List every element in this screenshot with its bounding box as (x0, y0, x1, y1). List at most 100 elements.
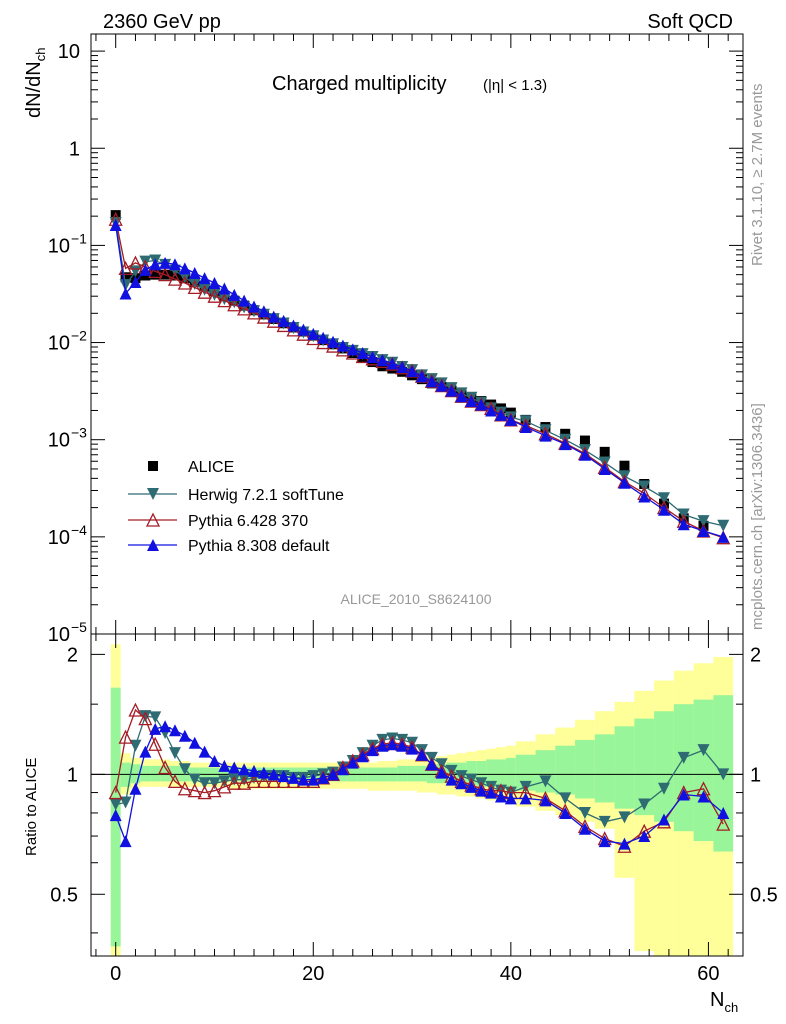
data-point (297, 323, 310, 336)
ratio-point (177, 781, 192, 796)
ratio-point (559, 806, 572, 819)
data-point (238, 294, 251, 307)
ratio-point (128, 702, 143, 717)
data-point (149, 258, 162, 271)
data-point (578, 448, 591, 461)
data-point (415, 370, 428, 383)
data-point (406, 364, 419, 377)
data-point (129, 276, 142, 289)
legend-marker (147, 488, 159, 500)
data-point (237, 301, 252, 316)
ratio-point (297, 773, 310, 786)
data-point (376, 354, 389, 367)
ratio-point (228, 773, 241, 786)
ratio-point (207, 783, 222, 798)
main-y-tick-label: 10 (48, 235, 70, 257)
ratio-point (578, 806, 591, 819)
main-y-tick-label: 10 (48, 527, 70, 549)
ratio-point (287, 771, 300, 784)
data-point (307, 327, 320, 340)
ratio-point (425, 758, 438, 771)
ratio-point (475, 784, 488, 797)
ratio-point (178, 729, 191, 742)
ratio-point (198, 745, 211, 758)
legend-marker (147, 539, 159, 551)
ratio-point (188, 736, 201, 749)
data-point (504, 413, 517, 426)
ratio-point (139, 745, 152, 758)
main-y-tick-exponent: −2 (71, 328, 87, 344)
data-point (445, 384, 458, 397)
data-point (218, 282, 231, 295)
data-point (559, 438, 572, 451)
ratio-point (277, 770, 290, 783)
data-point (188, 278, 201, 291)
main-title: Charged multiplicity (|η| < 1.3) (272, 73, 547, 95)
data-point (336, 339, 349, 352)
data-point (208, 288, 221, 301)
data-point (598, 462, 611, 475)
ratio-point (455, 777, 468, 790)
x-axis-label-sub: ch (724, 1000, 738, 1015)
data-point (119, 279, 132, 292)
ratio-point (406, 742, 419, 755)
svg-text:Nch: Nch (710, 989, 738, 1015)
ratio-point (168, 747, 181, 760)
band-inner-bin (575, 739, 595, 799)
ratio-point (139, 710, 152, 723)
ratio-point (677, 751, 690, 764)
data-point (167, 271, 183, 286)
data-point (697, 524, 710, 537)
mcplots-citation-label: mcplots.cern.ch [arXiv:1306.3436] (749, 403, 766, 630)
data-point (638, 490, 651, 503)
x-tick-label: 40 (500, 963, 522, 985)
data-point (287, 319, 300, 332)
data-point (657, 492, 670, 505)
band-inner-bin (486, 759, 497, 787)
data-point (677, 518, 690, 531)
ratio-point (198, 777, 211, 790)
ratio-point (618, 811, 631, 824)
ratio-point (638, 830, 651, 843)
x-tick-label: 0 (110, 963, 121, 985)
ratio-point (327, 768, 340, 781)
ratio-point (539, 794, 552, 807)
ratio-point (697, 790, 710, 803)
legend: ALICE Herwig 7.2.1 softTune Pythia 6.428 3… (128, 459, 344, 555)
data-point (168, 258, 181, 271)
data-point (178, 262, 191, 275)
data-point (198, 283, 211, 296)
ratio-point (445, 773, 458, 786)
ratio-point (717, 768, 730, 781)
x-tick-label: 20 (302, 963, 324, 985)
rivet-version-label: Rivet 3.1.10, ≥ 2.7M events (749, 84, 766, 267)
data-point (455, 390, 468, 403)
ratio-point (677, 788, 690, 801)
ratio-point (657, 782, 670, 795)
main-y-tick-exponent: −3 (71, 425, 87, 441)
ratio-point (307, 773, 320, 786)
ratio-frame (90, 633, 744, 957)
data-point (139, 263, 152, 276)
data-point (657, 503, 670, 516)
ratio-point (396, 739, 409, 752)
series-pythia-8-308-default (109, 219, 730, 543)
ratio-point (158, 760, 173, 775)
data-point (619, 460, 630, 471)
ratio-point (257, 766, 270, 779)
band-inner-bin (594, 734, 615, 803)
legend-label: Pythia 6.428 370 (188, 513, 308, 530)
ratio-point (638, 798, 651, 811)
data-point (198, 272, 211, 285)
ratio-point (188, 773, 201, 786)
ratio-point (317, 771, 330, 784)
ratio-point (248, 764, 260, 777)
data-point (150, 269, 161, 280)
legend-marker (145, 512, 161, 527)
y-axis-label-sub: ch (33, 48, 48, 62)
data-point (377, 361, 388, 372)
data-point (539, 429, 552, 442)
data-point (277, 314, 290, 327)
ratio-point (356, 750, 369, 763)
